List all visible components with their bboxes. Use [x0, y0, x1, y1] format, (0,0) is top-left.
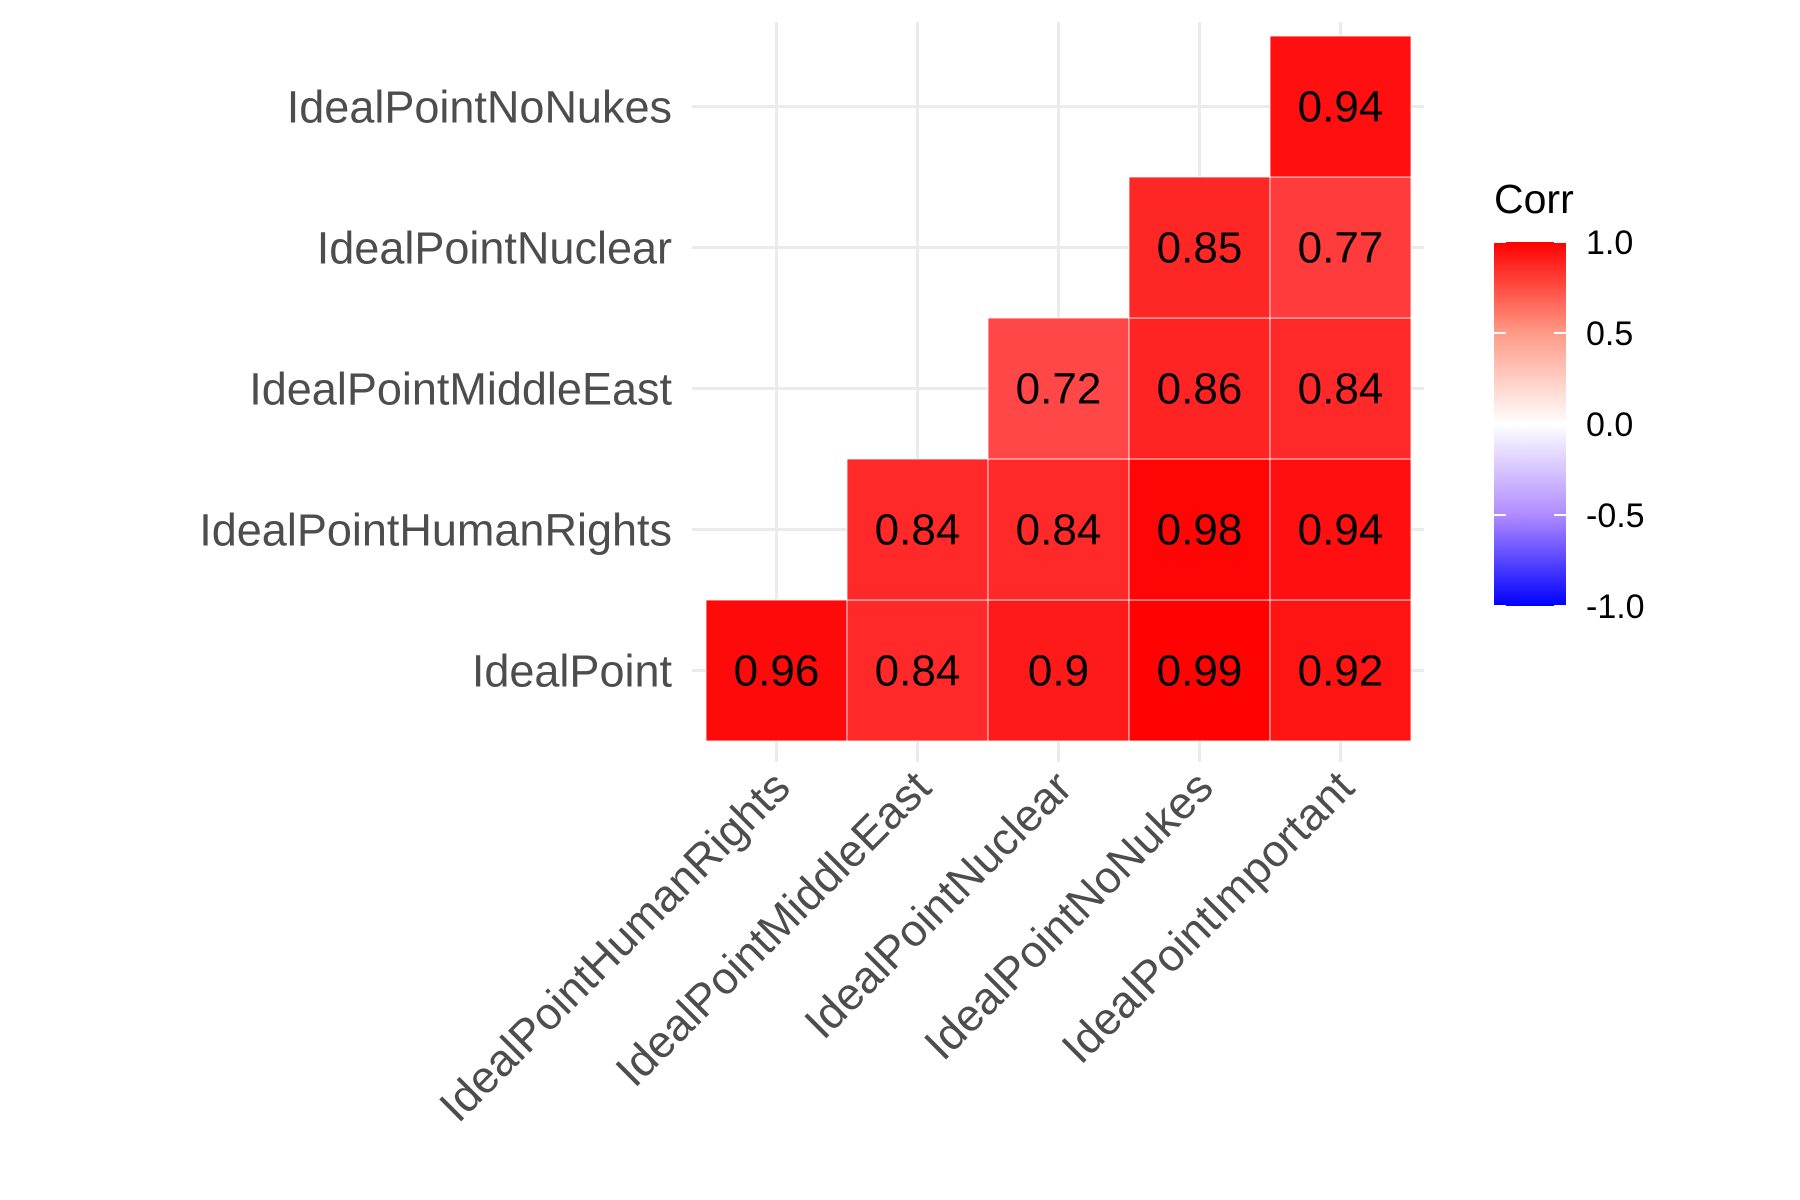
y-tick-label: IdealPointMiddleEast: [249, 364, 672, 415]
legend-tick-label: 0.0: [1586, 406, 1633, 444]
cell-value-label: 0.84: [875, 506, 961, 555]
heatmap-tiles: [705, 35, 1412, 742]
cell-value-label: 0.72: [1016, 365, 1102, 414]
heatmap-cell: [1128, 599, 1271, 742]
heatmap-cell: [987, 317, 1130, 460]
heatmap-cell: [987, 599, 1130, 742]
heatmap-cell: [1128, 176, 1271, 319]
y-tick-label: IdealPointNuclear: [317, 223, 672, 274]
legend-title: Corr: [1494, 176, 1574, 222]
cell-value-label: 0.94: [1298, 83, 1384, 132]
heatmap-cell: [987, 458, 1130, 601]
heatmap-cell: [1269, 317, 1412, 460]
cell-value-label: 0.98: [1157, 506, 1243, 555]
cell-value-label: 0.77: [1298, 224, 1384, 273]
y-tick-label: IdealPoint: [472, 646, 673, 697]
legend-tick-label: 1.0: [1586, 224, 1633, 262]
legend-tick-label: -1.0: [1586, 588, 1645, 626]
heatmap-cell: [1269, 176, 1412, 319]
legend-tick-label: -0.5: [1586, 497, 1645, 535]
cell-value-label: 0.85: [1157, 224, 1243, 273]
heatmap-cell: [705, 599, 848, 742]
y-tick-label: IdealPointHumanRights: [199, 505, 672, 556]
heatmap-cell: [846, 599, 989, 742]
cell-value-label: 0.84: [875, 647, 961, 696]
cell-value-label: 0.9: [1028, 647, 1089, 696]
heatmap-cell: [846, 458, 989, 601]
y-tick-label: IdealPointNoNukes: [287, 82, 672, 133]
legend-ticks: 1.0 0.5 0.0 -0.5 -1.0: [1494, 224, 1645, 626]
cell-value-label: 0.94: [1298, 506, 1384, 555]
cell-value-label: 0.84: [1016, 506, 1102, 555]
cell-value-label: 0.96: [734, 647, 820, 696]
heatmap-cell: [1269, 35, 1412, 178]
legend-tick-label: 0.5: [1586, 315, 1633, 353]
heatmap-cell: [1269, 458, 1412, 601]
color-legend: Corr 1.0 0.5 0.0 -0.5 -1.0: [1494, 176, 1645, 626]
heatmap-cell: [1269, 599, 1412, 742]
cell-value-labels: 0.96 0.84 0.9 0.99 0.92 0.84 0.84 0.98 0.94 0.72 0…: [734, 83, 1384, 696]
cell-value-label: 0.99: [1157, 647, 1243, 696]
cell-value-label: 0.92: [1298, 647, 1384, 696]
cell-value-label: 0.84: [1298, 365, 1384, 414]
y-axis-tick-labels: IdealPoint IdealPointHumanRights IdealPoin…: [199, 82, 672, 697]
cell-value-label: 0.86: [1157, 365, 1243, 414]
